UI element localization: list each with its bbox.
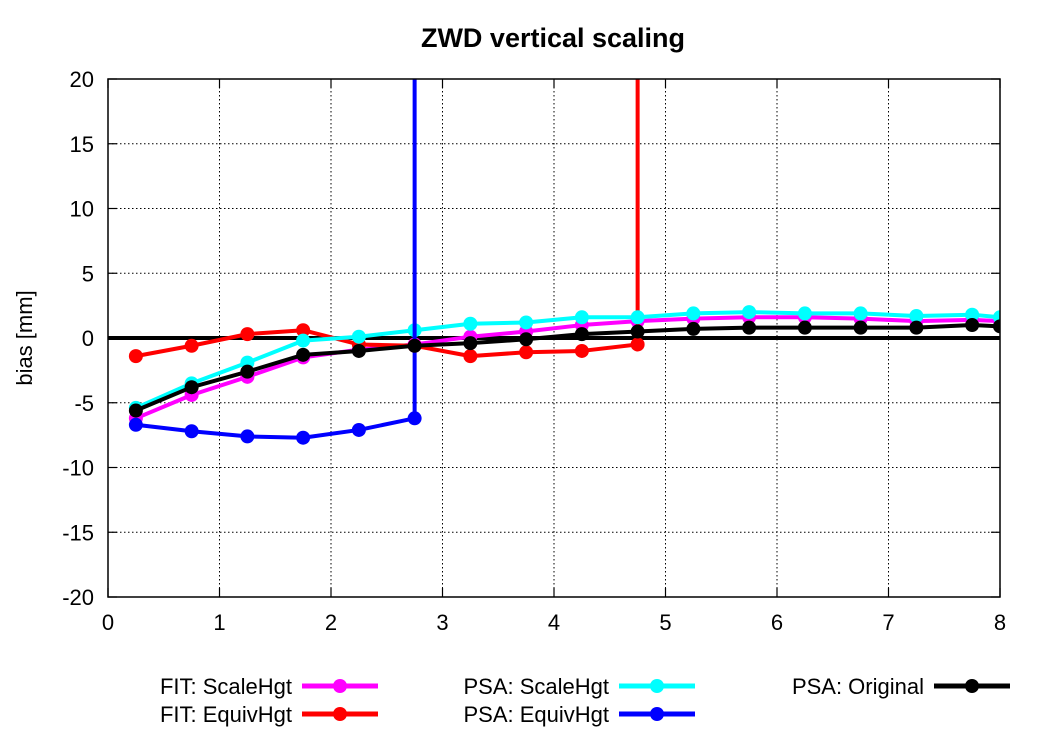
legend-entry-3: PSA: EquivHgt xyxy=(463,702,695,727)
series-4-point-4 xyxy=(351,343,366,358)
y-tick-label-8: 20 xyxy=(70,67,94,92)
series-1-point-1 xyxy=(184,338,199,353)
y-tick-label-4: 0 xyxy=(82,326,94,351)
series-4-point-10 xyxy=(686,321,701,336)
series-4-point-3 xyxy=(296,347,311,362)
chart-title: ZWD vertical scaling xyxy=(421,23,685,53)
y-axis-label: bias [mm] xyxy=(12,290,37,385)
series-4-point-11 xyxy=(742,320,757,335)
series-3-point-2 xyxy=(240,429,255,444)
series-2-point-15 xyxy=(965,307,980,322)
series-4-point-1 xyxy=(184,380,199,395)
legend-marker-3 xyxy=(650,707,664,721)
series-1-point-3 xyxy=(296,323,311,338)
legend-marker-0 xyxy=(333,679,347,693)
series-2-point-8 xyxy=(574,310,589,325)
series-2-point-14 xyxy=(909,308,924,323)
series-4 xyxy=(128,318,1000,418)
series-3-point-4 xyxy=(351,422,366,437)
x-tick-label-6: 6 xyxy=(771,610,783,635)
legend-entry-4: PSA: Original xyxy=(792,674,1010,699)
series-4-point-15 xyxy=(965,318,980,333)
series-1-point-6 xyxy=(463,349,478,364)
legend-marker-4 xyxy=(965,679,979,693)
y-tick-label-7: 15 xyxy=(70,132,94,157)
x-tick-label-5: 5 xyxy=(659,610,671,635)
series-2-point-13 xyxy=(853,306,868,321)
series-2-point-6 xyxy=(463,316,478,331)
series-4-point-14 xyxy=(909,320,924,335)
series-3-point-1 xyxy=(184,424,199,439)
series-2-point-11 xyxy=(742,305,757,320)
series-4-point-9 xyxy=(630,324,645,339)
y-tick-label-0: -20 xyxy=(62,585,94,610)
legend-entry-2: PSA: ScaleHgt xyxy=(463,674,695,699)
series-4-point-16 xyxy=(993,319,1000,334)
series-2-point-10 xyxy=(686,306,701,321)
y-tick-label-1: -15 xyxy=(62,520,94,545)
series-2-point-4 xyxy=(351,329,366,344)
legend-marker-2 xyxy=(650,679,664,693)
x-tick-label-1: 1 xyxy=(213,610,225,635)
x-tick-label-8: 8 xyxy=(994,610,1006,635)
series-4-point-2 xyxy=(240,364,255,379)
series-1-point-8 xyxy=(574,343,589,358)
series-layer xyxy=(128,79,1000,445)
x-tick-label-3: 3 xyxy=(436,610,448,635)
series-3-point-3 xyxy=(296,430,311,445)
legend-label-0: FIT: ScaleHgt xyxy=(160,674,292,699)
series-4-point-7 xyxy=(519,332,534,347)
series-4-point-12 xyxy=(797,320,812,335)
series-2-point-9 xyxy=(630,310,645,325)
series-1-point-2 xyxy=(240,327,255,342)
series-1-point-9 xyxy=(630,337,645,352)
series-1-point-7 xyxy=(519,345,534,360)
y-tick-label-3: -5 xyxy=(74,391,94,416)
x-tick-label-0: 0 xyxy=(102,610,114,635)
series-3 xyxy=(128,79,422,445)
legend-label-3: PSA: EquivHgt xyxy=(463,702,609,727)
legend-label-4: PSA: Original xyxy=(792,674,924,699)
y-tick-label-2: -10 xyxy=(62,456,94,481)
series-4-point-6 xyxy=(463,336,478,351)
series-1-point-0 xyxy=(128,349,143,364)
legend-label-1: FIT: EquivHgt xyxy=(160,702,292,727)
legend-entry-1: FIT: EquivHgt xyxy=(160,702,378,727)
x-tick-label-4: 4 xyxy=(548,610,560,635)
series-2-point-3 xyxy=(296,333,311,348)
series-4-point-0 xyxy=(128,403,143,418)
y-tick-label-6: 10 xyxy=(70,197,94,222)
series-2-point-12 xyxy=(797,306,812,321)
series-2 xyxy=(128,305,1000,415)
series-4-point-8 xyxy=(574,327,589,342)
series-4-point-5 xyxy=(407,338,422,353)
series-line-1 xyxy=(135,79,640,359)
series-4-point-13 xyxy=(853,320,868,335)
tick-layer: 0 1 2 3 4 5 6 7 8 -20 -15 -10 -5 0 5 10 15 20 xyxy=(62,67,1006,635)
legend-label-2: PSA: ScaleHgt xyxy=(463,674,609,699)
series-2-point-7 xyxy=(519,315,534,330)
series-line-3 xyxy=(135,79,417,440)
series-3-point-5 xyxy=(407,411,422,426)
x-tick-label-2: 2 xyxy=(325,610,337,635)
y-tick-label-5: 5 xyxy=(82,261,94,286)
x-tick-label-7: 7 xyxy=(882,610,894,635)
series-3-point-0 xyxy=(128,417,143,432)
legend: FIT: ScaleHgt FIT: EquivHgt PSA: ScaleHgt P… xyxy=(160,674,1010,727)
legend-marker-1 xyxy=(333,707,347,721)
legend-entry-0: FIT: ScaleHgt xyxy=(160,674,378,699)
